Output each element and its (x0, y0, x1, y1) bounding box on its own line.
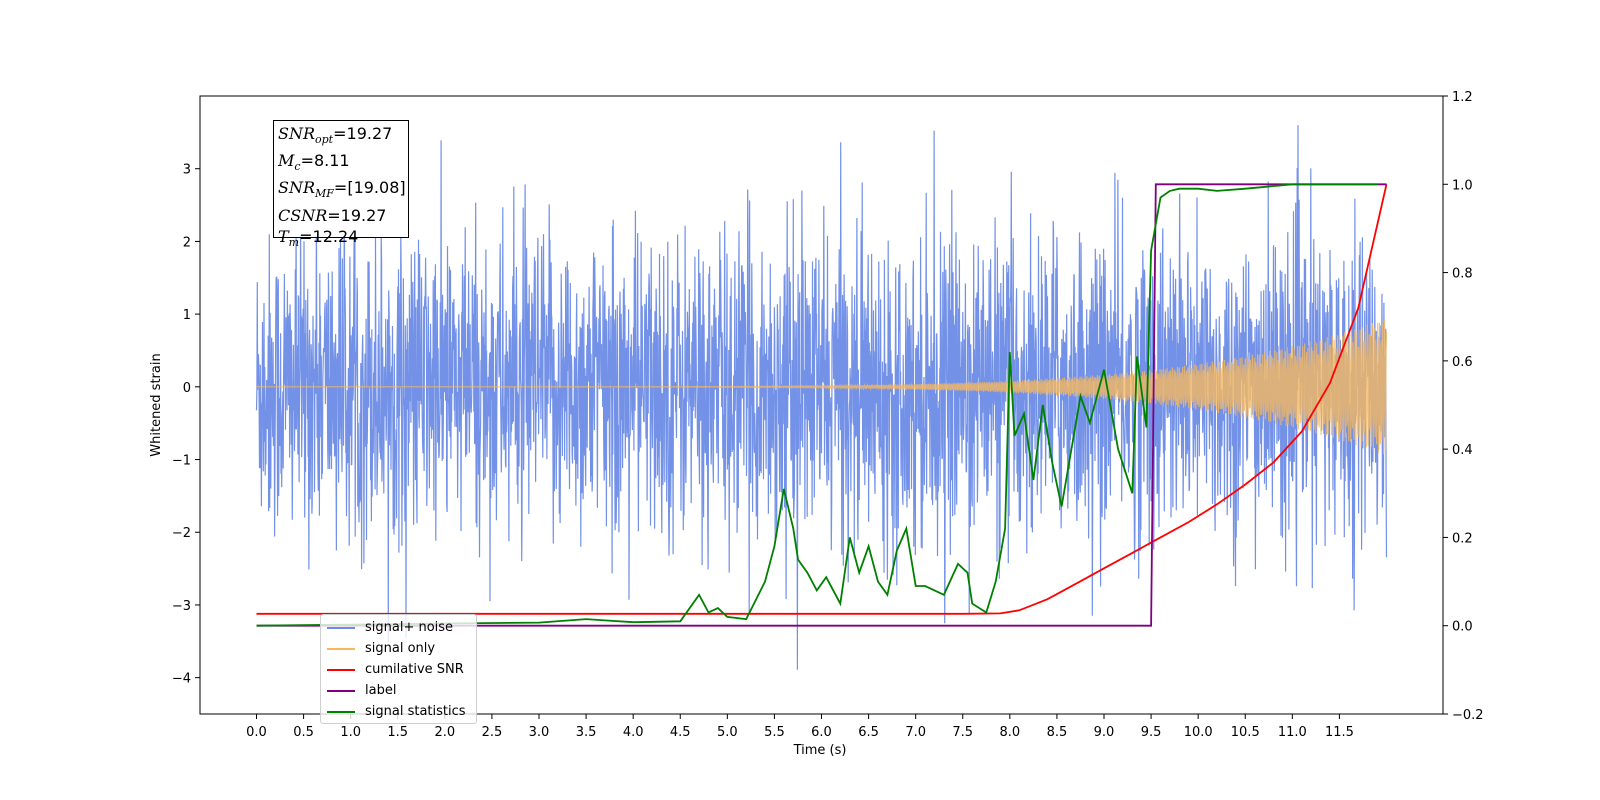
y2-tick-label: 1.0 (1452, 178, 1473, 193)
y-tick-label: 2 (183, 235, 191, 250)
y-axis-label: Whitened strain (149, 353, 164, 456)
legend-swatch (327, 668, 355, 671)
info-tm: Tm=12.24 (278, 226, 359, 249)
x-tick-label: 7.5 (952, 725, 973, 740)
y2-tick-label: 0.0 (1452, 620, 1473, 635)
x-axis-label: Time (s) (793, 743, 847, 758)
y-axis-right: 1.2 1.0 0.8 0.6 0.4 0.2 0.0 −0.2 (1443, 90, 1484, 723)
x-tick-label: 4.5 (670, 725, 691, 740)
legend-swatch (327, 710, 355, 713)
legend-label: label (365, 683, 397, 698)
legend-label: signal only (365, 641, 436, 656)
legend-label: signal statistics (365, 704, 466, 719)
legend-item: signal statistics (327, 701, 470, 722)
y2-tick-label: 0.2 (1452, 531, 1473, 546)
x-tick-label: 8.0 (999, 725, 1020, 740)
x-tick-label: 0.5 (293, 725, 314, 740)
x-tick-label: 11.5 (1325, 725, 1354, 740)
x-tick-label: 3.5 (576, 725, 597, 740)
y2-tick-label: 0.8 (1452, 267, 1473, 282)
cumulative-snr-line (256, 184, 1388, 615)
info-box: SNRopt=19.27 Mc=8.11 SNRMF=[19.08] CSNR=… (273, 120, 409, 249)
x-tick-label: 9.5 (1141, 725, 1162, 740)
y-tick-label: 3 (183, 163, 191, 178)
x-tick-label: 1.5 (387, 725, 408, 740)
legend-swatch (327, 647, 355, 650)
legend-item: label (327, 680, 470, 701)
y2-tick-label: 1.2 (1452, 90, 1473, 105)
info-mc: Mc=8.11 (278, 151, 350, 174)
y-tick-label: 0 (183, 381, 191, 396)
legend-item: cumilative SNR (327, 659, 470, 680)
legend-swatch (327, 626, 355, 629)
y2-tick-label: −0.2 (1452, 708, 1484, 723)
signal-only-line (256, 318, 1388, 455)
x-tick-label: 9.0 (1094, 725, 1115, 740)
x-axis: 0.0 0.5 1.0 1.5 2.0 2.5 3.0 3.5 4.0 4.5 5.0 5.5 6.0 6… (246, 714, 1354, 740)
signal-noise-series (255, 125, 1388, 670)
y-tick-label: 1 (183, 308, 191, 323)
right-axis-series (256, 183, 1388, 627)
legend: signal+ noise signal only cumilative SNR… (320, 614, 477, 724)
x-tick-label: 10.0 (1184, 725, 1213, 740)
signal-only-series (256, 318, 1388, 455)
legend-label: cumilative SNR (365, 662, 464, 677)
x-tick-label: 6.0 (811, 725, 832, 740)
legend-label: signal+ noise (365, 620, 454, 635)
x-tick-label: 5.5 (764, 725, 785, 740)
info-snr-mf: SNRMF=[19.08] (278, 178, 406, 201)
legend-item: signal only (327, 638, 470, 659)
info-snr-opt: SNRopt=19.27 (278, 124, 393, 147)
label-line (256, 183, 1387, 627)
x-tick-label: 8.5 (1047, 725, 1068, 740)
x-tick-label: 2.0 (434, 725, 455, 740)
legend-swatch (327, 689, 355, 692)
x-tick-label: 6.5 (858, 725, 879, 740)
y-tick-label: −4 (172, 672, 191, 687)
x-tick-label: 11.0 (1278, 725, 1307, 740)
x-tick-label: 5.0 (717, 725, 738, 740)
x-tick-label: 1.0 (340, 725, 361, 740)
x-tick-label: 3.0 (529, 725, 550, 740)
signal-noise-line (255, 125, 1388, 670)
x-tick-label: 10.5 (1231, 725, 1260, 740)
signal-statistics-line (256, 183, 1378, 627)
y-tick-label: −3 (172, 599, 191, 614)
y-tick-label: −1 (172, 454, 191, 469)
y-axis-left: 3 2 1 0 −1 −2 −3 −4 (172, 163, 200, 687)
x-tick-label: 0.0 (246, 725, 267, 740)
x-tick-label: 7.0 (905, 725, 926, 740)
y-tick-label: −2 (172, 526, 191, 541)
x-tick-label: 2.5 (482, 725, 503, 740)
y2-tick-label: 0.6 (1452, 355, 1473, 370)
info-csnr: CSNR=19.27 (278, 205, 387, 225)
x-tick-label: 4.0 (623, 725, 644, 740)
y2-tick-label: 0.4 (1452, 443, 1473, 458)
legend-item: signal+ noise (327, 617, 470, 638)
